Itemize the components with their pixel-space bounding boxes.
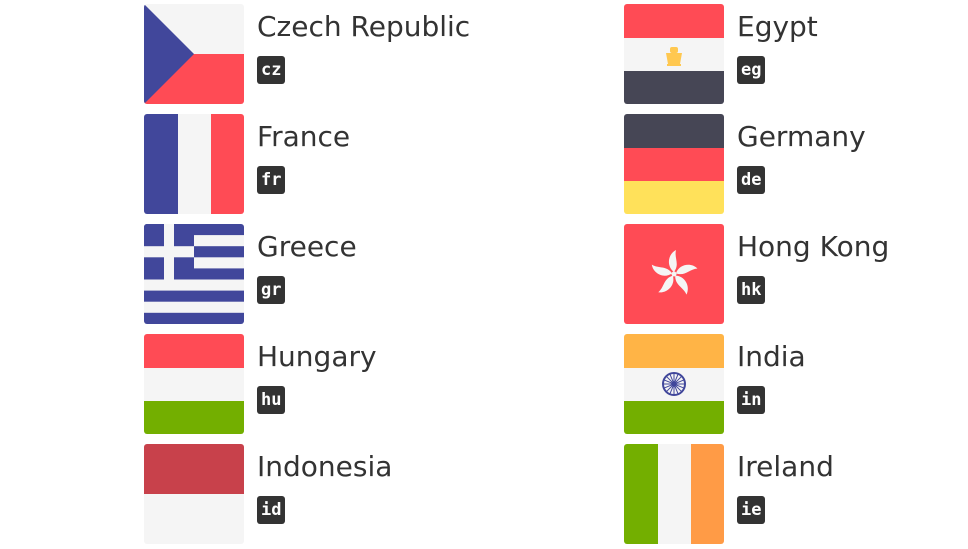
country-name: Hungary	[257, 340, 377, 373]
country-code-badge: gr	[257, 276, 286, 304]
egypt-flag-icon	[624, 4, 724, 104]
country-name: France	[257, 120, 351, 153]
flag-item-ie: Ireland ie	[624, 444, 964, 544]
country-name: Egypt	[737, 10, 818, 43]
country-name: Hong Kong	[737, 230, 890, 263]
country-name: India	[737, 340, 806, 373]
germany-flag-icon	[624, 114, 724, 214]
indonesia-flag-icon	[144, 444, 244, 544]
country-code-badge: hk	[737, 276, 766, 304]
flag-item-de: Germany de	[624, 114, 964, 214]
country-code-badge: fr	[257, 166, 286, 194]
ireland-flag-icon	[624, 444, 724, 544]
country-code-badge: hu	[257, 386, 286, 414]
country-code-badge: ie	[737, 496, 766, 524]
flag-item-fr: France fr	[144, 114, 484, 214]
country-name: Greece	[257, 230, 357, 263]
country-code-badge: id	[257, 496, 286, 524]
country-name: Germany	[737, 120, 866, 153]
france-flag-icon	[144, 114, 244, 214]
czech-flag-icon	[144, 4, 244, 104]
country-name: Czech Republic	[257, 10, 471, 43]
flag-item-eg: Egypt eg	[624, 4, 964, 104]
flag-item-hu: Hungary hu	[144, 334, 484, 434]
country-code-badge: cz	[257, 56, 286, 84]
india-flag-icon	[624, 334, 724, 434]
country-name: Indonesia	[257, 450, 393, 483]
flag-item-cz: Czech Republic cz	[144, 4, 484, 104]
flag-item-in: India in	[624, 334, 964, 434]
flag-item-gr: Greece gr	[144, 224, 484, 324]
hungary-flag-icon	[144, 334, 244, 434]
country-code-badge: de	[737, 166, 766, 194]
country-code-badge: in	[737, 386, 766, 414]
country-code-badge: eg	[737, 56, 766, 84]
hong-kong-flag-icon	[624, 224, 724, 324]
country-name: Ireland	[737, 450, 834, 483]
greece-flag-icon	[144, 224, 244, 324]
flag-item-id: Indonesia id	[144, 444, 484, 544]
flag-item-hk: Hong Kong hk	[624, 224, 964, 324]
